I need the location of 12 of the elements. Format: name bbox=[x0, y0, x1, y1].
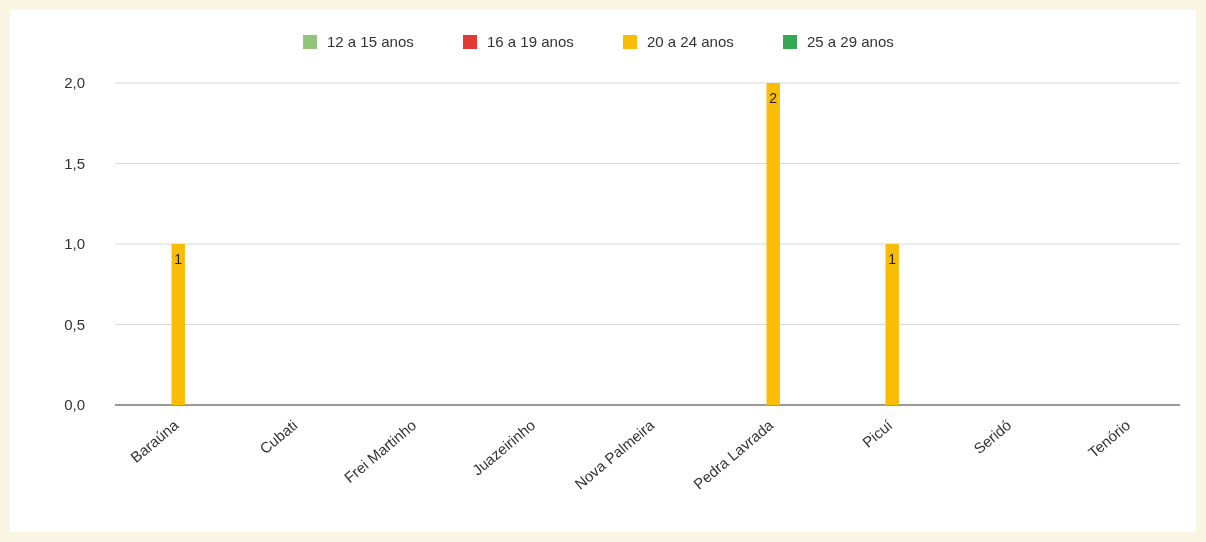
legend-label: 25 a 29 anos bbox=[807, 33, 894, 50]
data-label: 2 bbox=[769, 90, 778, 106]
legend-label: 12 a 15 anos bbox=[327, 33, 414, 50]
y-tick-label: 1,5 bbox=[64, 154, 85, 172]
legend-label: 20 a 24 anos bbox=[647, 33, 734, 50]
data-label: 1 bbox=[888, 251, 897, 267]
y-tick-label: 1,0 bbox=[64, 235, 85, 252]
y-tick-label: 0,5 bbox=[64, 315, 85, 333]
y-tick-label: 0,0 bbox=[64, 396, 85, 413]
legend-label: 16 a 19 anos bbox=[487, 33, 574, 50]
data-label: 1 bbox=[174, 251, 183, 267]
y-tick-label: 2,0 bbox=[64, 74, 85, 91]
